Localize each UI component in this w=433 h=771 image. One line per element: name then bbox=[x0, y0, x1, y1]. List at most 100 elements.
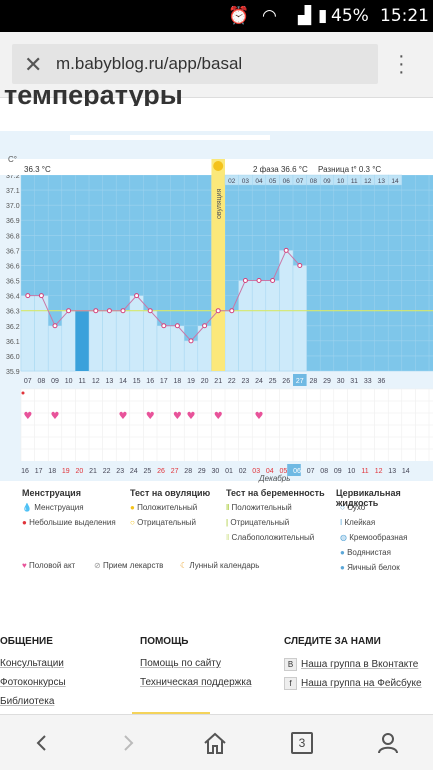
today-cell bbox=[293, 374, 307, 386]
data-bar bbox=[47, 325, 63, 372]
clock: 15:21 bbox=[380, 6, 429, 26]
data-bar bbox=[197, 325, 212, 372]
data-bar bbox=[183, 340, 199, 372]
yellow-circle-icon: ● bbox=[130, 503, 135, 512]
legend-item: ○ Сухо bbox=[340, 503, 366, 512]
x-tick-label: 30 bbox=[337, 378, 345, 385]
data-bar-empty bbox=[75, 310, 89, 371]
x-tick-label: 12 bbox=[92, 378, 100, 385]
top-date-label: 13 bbox=[378, 178, 386, 185]
footer-link[interactable]: Фотоконкурсы bbox=[0, 677, 66, 688]
top-date-label: 06 bbox=[283, 178, 291, 185]
x-tick-label: 24 bbox=[255, 378, 263, 385]
top-date-label: 03 bbox=[242, 178, 250, 185]
data-bar bbox=[224, 310, 239, 372]
x-tick-label: 15 bbox=[133, 378, 141, 385]
legend-item: ● Водянистая bbox=[340, 548, 391, 557]
top-date-label: 14 bbox=[391, 178, 399, 185]
small-drop-icon: ● bbox=[22, 518, 27, 527]
legend-item: I Клейкая bbox=[340, 518, 376, 527]
tabs-button[interactable]: 3 bbox=[272, 715, 332, 771]
home-icon bbox=[204, 732, 226, 754]
top-date-label: 08 bbox=[310, 178, 318, 185]
footer-link[interactable]: Консультации bbox=[0, 658, 64, 669]
address-bar[interactable]: ✕ m.babyblog.ru/app/basal bbox=[12, 44, 378, 84]
data-bar bbox=[170, 325, 185, 372]
data-bar bbox=[102, 310, 117, 372]
y-tick-label: 37.2 bbox=[6, 173, 20, 180]
moon-icon: ☾ bbox=[180, 561, 188, 570]
footer-link[interactable]: Помощь по сайту bbox=[140, 658, 221, 669]
top-date-label: 02 bbox=[228, 178, 236, 185]
ovulation-column bbox=[211, 159, 225, 371]
x-tick-label: 27 bbox=[296, 378, 304, 385]
footer-col1-title: ОБЩЕНИЕ bbox=[0, 636, 53, 647]
y-tick-label: 36.5 bbox=[6, 279, 20, 286]
data-point bbox=[242, 278, 248, 284]
y-tick-label: 36.3 bbox=[6, 309, 20, 316]
ovulation-label: овуляция bbox=[216, 188, 223, 219]
cycle-date-label: 26 bbox=[157, 468, 165, 475]
data-point bbox=[202, 323, 208, 329]
footer-link-fb[interactable]: f Наша группа на Фейсбуке bbox=[284, 677, 422, 690]
x-tick-label: 19 bbox=[187, 378, 195, 385]
data-point bbox=[25, 293, 31, 299]
cycle-date-label: 02 bbox=[239, 468, 247, 475]
y-tick-label: 36.0 bbox=[6, 354, 20, 361]
back-button[interactable] bbox=[12, 715, 72, 771]
heart-icon: ♥ bbox=[214, 411, 223, 422]
y-tick-label: 36.2 bbox=[6, 324, 20, 331]
home-button[interactable] bbox=[185, 715, 245, 771]
data-point bbox=[134, 293, 140, 299]
cycle-date-label: 18 bbox=[48, 468, 56, 475]
x-tick-label: 29 bbox=[323, 378, 331, 385]
creamy-icon: ◍ bbox=[340, 533, 347, 542]
cycle-date-label: 14 bbox=[402, 468, 410, 475]
cycle-date-label: 13 bbox=[388, 468, 396, 475]
basal-temperature-chart: 37.2 37.1 37.0 36.9 36.8 36.7 36.6 36.5 36.4 36.3… bbox=[0, 131, 433, 483]
menu-icon[interactable]: · · · bbox=[398, 45, 405, 83]
heart-icon: ♥ bbox=[146, 411, 155, 422]
x-tick-label: 21 bbox=[214, 378, 222, 385]
heart-icon: ♥ bbox=[23, 411, 32, 422]
cycle-date-label: 10 bbox=[348, 468, 356, 475]
data-point bbox=[147, 308, 153, 314]
facebook-icon: f bbox=[284, 677, 297, 690]
cycle-date-label: 22 bbox=[103, 468, 111, 475]
legend-item: ○ Отрицательный bbox=[130, 518, 196, 527]
chart-container: 37.2 37.1 37.0 36.9 36.8 36.7 36.6 36.5 36.4 36.3… bbox=[0, 131, 433, 611]
top-date-label: 12 bbox=[364, 178, 372, 185]
heart-icon: ♥ bbox=[187, 411, 196, 422]
y-tick-label: 36.7 bbox=[6, 248, 20, 255]
top-date-label: 10 bbox=[337, 178, 345, 185]
footer-link[interactable]: Техническая поддержка bbox=[140, 677, 252, 688]
x-tick-label: 13 bbox=[106, 378, 114, 385]
diff-label: Разница t° 0.3 °C bbox=[318, 165, 381, 174]
heart-icon: ♥ bbox=[22, 561, 27, 570]
header-strip bbox=[225, 159, 433, 175]
footer-link-vk[interactable]: B Наша группа в Вконтакте bbox=[284, 658, 418, 671]
legend-cervical-title: Цервикальная жидкость bbox=[336, 488, 401, 508]
data-bar bbox=[129, 295, 144, 372]
url-text[interactable]: m.babyblog.ru/app/basal bbox=[56, 54, 243, 73]
x-tick-label: 18 bbox=[174, 378, 182, 385]
cycle-date-label: 25 bbox=[144, 468, 152, 475]
scrollbar-track[interactable] bbox=[70, 135, 270, 140]
x-tick-label: 17 bbox=[160, 378, 168, 385]
legend-item: ♥ Половой акт bbox=[22, 561, 76, 570]
forward-button[interactable] bbox=[98, 715, 158, 771]
data-bar bbox=[20, 295, 35, 372]
footer-link[interactable]: Библиотека bbox=[0, 696, 55, 707]
wifi-icon: ◠ bbox=[262, 6, 277, 26]
phase2-label: 2 фаза 36.6 °C bbox=[253, 165, 308, 174]
x-tick-label: 36 bbox=[378, 378, 386, 385]
data-bar bbox=[292, 265, 307, 372]
close-icon[interactable]: ✕ bbox=[24, 52, 43, 77]
y-tick-label: 36.4 bbox=[6, 294, 20, 301]
browser-nav-bar: 3 bbox=[0, 714, 433, 770]
x-tick-label: 33 bbox=[364, 378, 372, 385]
legend-item: ‖ Положительный bbox=[226, 503, 292, 512]
x-tick-label: 22 bbox=[228, 378, 236, 385]
profile-button[interactable] bbox=[358, 715, 418, 771]
cycle-date-label: 12 bbox=[375, 468, 383, 475]
